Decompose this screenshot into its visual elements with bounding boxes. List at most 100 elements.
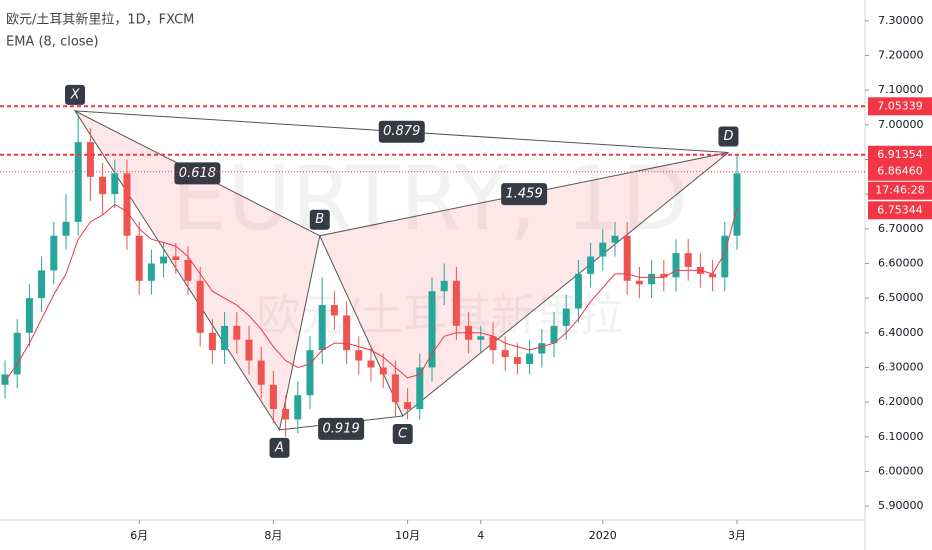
y-tick-label: 6.70000 bbox=[878, 222, 924, 235]
candle-body bbox=[184, 260, 192, 281]
candle-body bbox=[330, 305, 338, 316]
candle-body bbox=[538, 343, 546, 354]
candle-body bbox=[294, 395, 302, 420]
x-tick-label: 4 bbox=[477, 529, 484, 542]
indicator-title: EMA (8, close) bbox=[6, 35, 99, 50]
candle-body bbox=[74, 142, 82, 222]
pattern-point bbox=[718, 126, 739, 147]
candle-body bbox=[574, 273, 582, 309]
candle-body bbox=[440, 280, 448, 292]
y-tick-label: 6.50000 bbox=[878, 291, 924, 304]
candle-body bbox=[38, 270, 46, 299]
candle-body bbox=[648, 273, 656, 285]
candle-body bbox=[196, 280, 204, 333]
candle-body bbox=[611, 235, 619, 243]
candle-body bbox=[257, 360, 265, 385]
candle-body bbox=[99, 176, 107, 195]
candle-body bbox=[221, 325, 229, 351]
price-label: 6.91354 bbox=[877, 148, 923, 161]
candle-body bbox=[477, 336, 485, 340]
candle-body bbox=[733, 173, 741, 236]
candle-body bbox=[1, 374, 9, 385]
candle-body bbox=[318, 305, 326, 351]
ratio-label: 1.459 bbox=[506, 187, 543, 202]
ema-line bbox=[4, 203, 738, 382]
price-label-box bbox=[868, 97, 932, 116]
y-tick-label: 7.30000 bbox=[878, 14, 924, 27]
candle-body bbox=[672, 253, 680, 278]
candle-body bbox=[233, 325, 241, 340]
candle-body bbox=[123, 173, 131, 236]
candle-body bbox=[62, 221, 70, 236]
y-tick-label: 5.90000 bbox=[878, 499, 924, 512]
candle-body bbox=[526, 353, 534, 364]
ratio-label: 0.879 bbox=[383, 124, 420, 139]
candle-body bbox=[709, 273, 717, 278]
ratio-label: 0.919 bbox=[323, 421, 360, 436]
price-label-box bbox=[868, 145, 932, 164]
y-tick-label: 6.00000 bbox=[878, 464, 924, 477]
countdown: 17:46:28 bbox=[875, 184, 924, 197]
candle-body bbox=[306, 350, 314, 396]
price-label-box bbox=[868, 201, 932, 220]
candle-body bbox=[501, 350, 509, 358]
candle-body bbox=[623, 235, 631, 281]
y-tick-label: 7.10000 bbox=[878, 83, 924, 96]
candle-body bbox=[355, 350, 363, 361]
candle-body bbox=[13, 332, 21, 375]
candle-body bbox=[379, 367, 387, 375]
candle-body bbox=[135, 235, 143, 281]
candle-body bbox=[562, 308, 570, 326]
candle-body bbox=[245, 339, 253, 361]
candle-body bbox=[587, 256, 595, 274]
candle-body bbox=[721, 235, 729, 278]
candle-body bbox=[160, 256, 168, 264]
pattern-point-label: B bbox=[315, 212, 324, 227]
y-tick-label: 6.60000 bbox=[878, 256, 924, 269]
y-tick-label: 6.20000 bbox=[878, 395, 924, 408]
candle-body bbox=[86, 142, 94, 177]
watermark-sub: 欧元/土耳其新里拉 bbox=[257, 290, 624, 341]
price-label: 6.86460 bbox=[877, 165, 923, 178]
candle-body bbox=[404, 402, 412, 410]
countdown-box bbox=[868, 181, 932, 200]
price-label: 7.05339 bbox=[877, 99, 923, 112]
candle-body bbox=[416, 367, 424, 410]
candle-body bbox=[282, 409, 290, 420]
ratio-box bbox=[501, 183, 548, 206]
pattern-point bbox=[309, 209, 330, 230]
ratio-box bbox=[174, 162, 221, 185]
candle-body bbox=[452, 280, 460, 326]
ratio-box bbox=[378, 120, 425, 143]
candle-body bbox=[684, 253, 692, 267]
price-label: 6.75344 bbox=[877, 203, 923, 216]
pattern-point-label: X bbox=[70, 87, 81, 102]
x-tick-label: 8月 bbox=[264, 529, 282, 542]
candle-body bbox=[111, 173, 119, 195]
candle-body bbox=[550, 325, 558, 344]
pattern-point bbox=[269, 437, 290, 458]
pattern-point-label: D bbox=[723, 129, 733, 144]
candle-body bbox=[489, 336, 497, 351]
x-tick-label: 2020 bbox=[589, 529, 617, 542]
x-tick-label: 10月 bbox=[395, 529, 420, 542]
y-tick-label: 6.30000 bbox=[878, 360, 924, 373]
pattern-point-label: A bbox=[274, 440, 284, 455]
candle-body bbox=[50, 235, 58, 271]
x-tick-label: 3月 bbox=[728, 529, 746, 542]
candle-body bbox=[635, 280, 643, 285]
candle-body bbox=[172, 256, 180, 260]
x-tick-label: 6月 bbox=[130, 529, 148, 542]
ratio-box bbox=[318, 417, 365, 440]
candle-body bbox=[599, 242, 607, 257]
candle-body bbox=[428, 291, 436, 368]
plot bbox=[1, 109, 741, 437]
candle-body bbox=[660, 273, 668, 278]
candle-body bbox=[513, 357, 521, 364]
y-tick-label: 6.10000 bbox=[878, 430, 924, 443]
candle-body bbox=[343, 315, 351, 351]
pattern-point-label: C bbox=[398, 427, 408, 442]
y-tick-label: 7.00000 bbox=[878, 118, 924, 131]
